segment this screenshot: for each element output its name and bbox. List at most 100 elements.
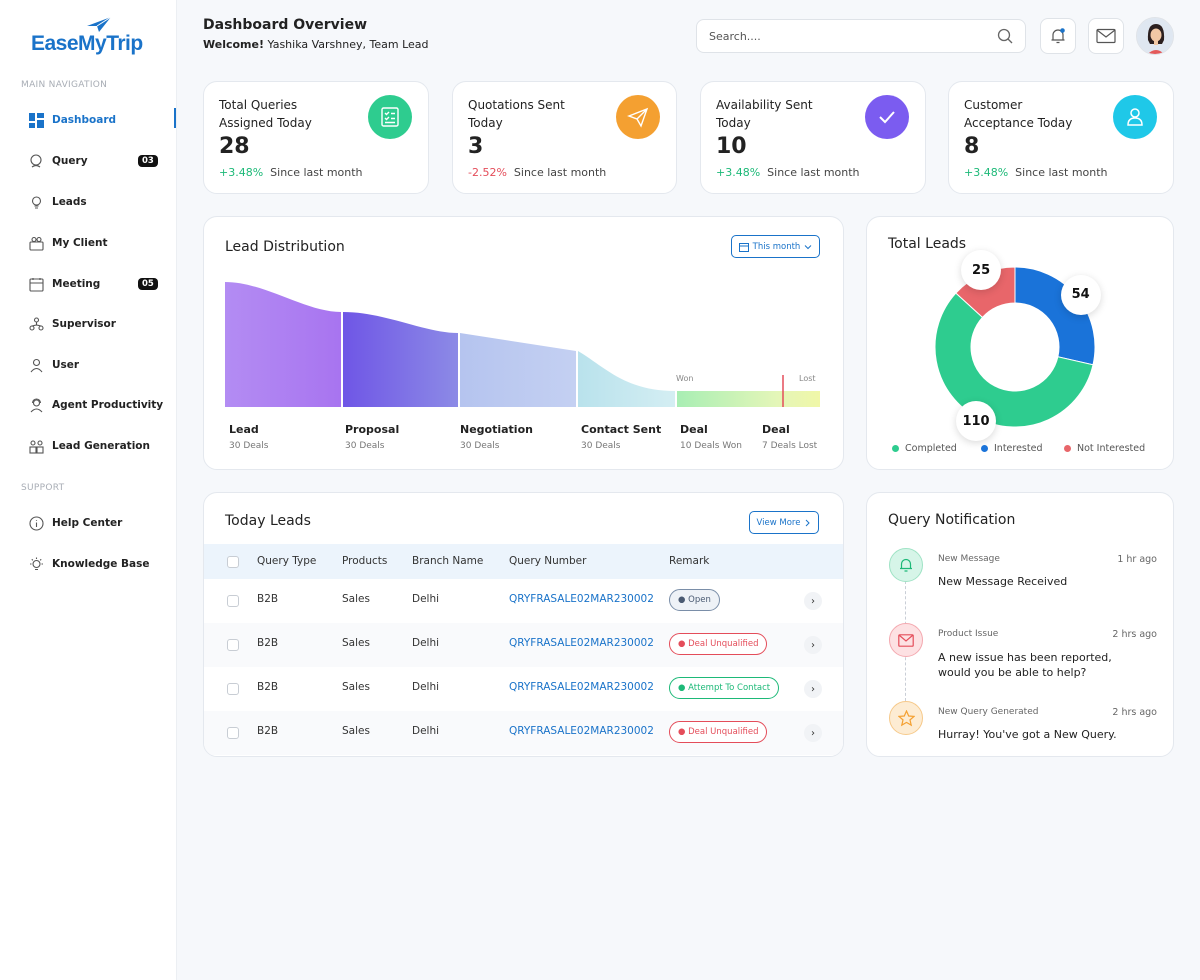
- sidebar-item-label: My Client: [52, 237, 108, 249]
- grid-icon: [28, 112, 44, 128]
- stat-footer: +3.48% Since last month: [716, 166, 860, 179]
- search-input[interactable]: Search....: [696, 19, 1026, 53]
- sidebar-item-help-center[interactable]: Help Center: [0, 509, 176, 537]
- sidebar-item-my-client[interactable]: My Client: [0, 229, 176, 257]
- legend-dot: [1064, 445, 1071, 452]
- status-badge: ● Deal Unqualified: [669, 633, 768, 655]
- stat-change: -2.52%: [468, 166, 507, 179]
- table-header: Query Type Products Branch Name Query Nu…: [204, 544, 843, 579]
- row-expand-button[interactable]: ›: [804, 636, 822, 654]
- stat-footer: +3.48% Since last month: [964, 166, 1108, 179]
- status-label: Open: [688, 595, 711, 605]
- stage-count: 30 Deals: [229, 441, 269, 451]
- person-icon: [1113, 95, 1157, 139]
- row-checkbox[interactable]: [227, 683, 239, 695]
- sidebar-item-query[interactable]: Query 03: [0, 147, 176, 175]
- period-filter-dropdown[interactable]: This month: [731, 235, 820, 258]
- sidebar-item-label: Lead Generation: [52, 440, 150, 452]
- total-leads-title: Total Leads: [888, 236, 967, 252]
- row-checkbox[interactable]: [227, 595, 239, 607]
- row-checkbox[interactable]: [227, 639, 239, 651]
- sidebar-item-dashboard[interactable]: Dashboard: [0, 106, 176, 134]
- notification-title: New Query Generated: [938, 707, 1039, 717]
- branch-cell: Delhi: [412, 681, 440, 693]
- stat-card-total-queries[interactable]: Total Queries Assigned Today 28 +3.48% S…: [203, 81, 429, 194]
- lightbulb-icon: [28, 556, 44, 572]
- sidebar-item-meeting[interactable]: Meeting 05: [0, 270, 176, 298]
- column-header[interactable]: Branch Name: [412, 555, 484, 567]
- notification-button[interactable]: [1040, 18, 1076, 54]
- today-leads-card: Today Leads View More Query Type Product…: [203, 492, 844, 757]
- sidebar-item-supervisor[interactable]: Supervisor: [0, 310, 176, 338]
- table-row[interactable]: B2B Sales Delhi QRYFRASALE02MAR230002 ● …: [204, 711, 843, 755]
- sidebar-item-knowledge-base[interactable]: Knowledge Base: [0, 550, 176, 578]
- row-expand-button[interactable]: ›: [804, 724, 822, 742]
- sidebar-item-label: Agent Productivity: [52, 399, 164, 411]
- today-leads-title: Today Leads: [225, 513, 311, 529]
- column-header[interactable]: Query Number: [509, 555, 587, 567]
- sidebar-item-label: User: [52, 359, 80, 371]
- stat-card-quotations-sent[interactable]: Quotations Sent Today 3 -2.52% Since las…: [452, 81, 677, 194]
- sidebar-item-agent-productivity[interactable]: Agent Productivity: [0, 391, 176, 419]
- row-expand-button[interactable]: ›: [804, 680, 822, 698]
- user-avatar-icon: [1137, 18, 1173, 54]
- notification-time: 2 hrs ago: [1112, 629, 1157, 640]
- query-type-cell: B2B: [257, 681, 279, 693]
- stage-name: Deal: [762, 423, 790, 436]
- stat-card-availability-sent[interactable]: Availability Sent Today 10 +3.48% Since …: [700, 81, 926, 194]
- notification-time: 2 hrs ago: [1112, 707, 1157, 718]
- stat-card-customer-acceptance[interactable]: Customer Acceptance Today 8 +3.48% Since…: [948, 81, 1174, 194]
- status-badge: ● Attempt To Contact: [669, 677, 780, 699]
- stat-label: Customer Acceptance Today: [964, 98, 1073, 130]
- lead-distribution-card: Lead Distribution This month Won Lost Le…: [203, 216, 844, 470]
- welcome-user: Yashika Varshney, Team Lead: [264, 38, 429, 51]
- paper-plane-icon: [616, 95, 660, 139]
- stage-name: Lead: [229, 423, 259, 436]
- stat-change: +3.48%: [964, 166, 1009, 179]
- sidebar-item-user[interactable]: User: [0, 351, 176, 379]
- sidebar-item-lead-generation[interactable]: Lead Generation: [0, 432, 176, 460]
- checklist-icon: [368, 95, 412, 139]
- donut-slice-completed[interactable]: [935, 292, 1094, 427]
- stat-value: 3: [468, 134, 484, 159]
- status-badge: ● Deal Unqualified: [669, 721, 768, 743]
- query-number-link[interactable]: QRYFRASALE02MAR230002: [509, 593, 654, 605]
- agent-icon: [28, 397, 44, 413]
- column-header[interactable]: Remark: [669, 555, 710, 567]
- stage-count: 10 Deals Won: [680, 441, 742, 451]
- stat-since: Since last month: [270, 166, 363, 179]
- stat-change: +3.48%: [219, 166, 264, 179]
- notification-text: New Message Received: [938, 575, 1068, 588]
- row-expand-button[interactable]: ›: [804, 592, 822, 610]
- view-more-button[interactable]: View More: [749, 511, 819, 534]
- query-icon: [28, 153, 44, 169]
- query-type-cell: B2B: [257, 725, 279, 737]
- bulb-icon: [28, 194, 44, 210]
- stat-since: Since last month: [513, 166, 607, 179]
- table-row[interactable]: B2B Sales Delhi QRYFRASALE02MAR230002 ● …: [204, 579, 843, 623]
- row-checkbox[interactable]: [227, 727, 239, 739]
- table-row[interactable]: B2B Sales Delhi QRYFRASALE02MAR230002 ● …: [204, 667, 843, 711]
- brand-logo[interactable]: EaseMyTrip: [31, 16, 143, 60]
- info-icon: [28, 515, 44, 531]
- sidebar-item-leads[interactable]: Leads: [0, 188, 176, 216]
- stat-value: 10: [716, 134, 747, 159]
- notification-time: 1 hr ago: [1117, 554, 1157, 565]
- avatar[interactable]: [1136, 17, 1174, 55]
- stage-count: 30 Deals: [581, 441, 621, 451]
- mail-button[interactable]: [1088, 18, 1124, 54]
- column-header[interactable]: Products: [342, 555, 388, 567]
- table-row[interactable]: B2B Sales Delhi QRYFRASALE02MAR230002 ● …: [204, 623, 843, 667]
- select-all-checkbox[interactable]: [227, 556, 239, 568]
- query-number-link[interactable]: QRYFRASALE02MAR230002: [509, 725, 654, 737]
- column-header[interactable]: Query Type: [257, 555, 317, 567]
- query-notification-card: Query Notification New Message 1 hr ago …: [866, 492, 1174, 757]
- funnel-segment-proposal: [343, 312, 458, 407]
- donut-slice-interested[interactable]: [1014, 267, 1095, 366]
- search-icon[interactable]: [997, 28, 1013, 44]
- product-cell: Sales: [342, 725, 370, 737]
- status-label: Deal Unqualified: [688, 639, 759, 649]
- query-number-link[interactable]: QRYFRASALE02MAR230002: [509, 681, 654, 693]
- query-number-link[interactable]: QRYFRASALE02MAR230002: [509, 637, 654, 649]
- plane-icon: [87, 16, 112, 32]
